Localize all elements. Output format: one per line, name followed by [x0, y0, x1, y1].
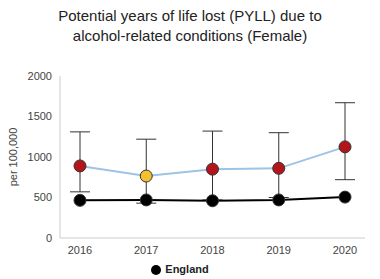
- svg-text:2018: 2018: [200, 244, 224, 256]
- svg-text:1000: 1000: [28, 151, 52, 163]
- svg-text:2016: 2016: [68, 244, 92, 256]
- svg-text:2020: 2020: [333, 244, 357, 256]
- svg-text:per 100,000: per 100,000: [8, 128, 19, 187]
- svg-text:2000: 2000: [28, 70, 52, 82]
- svg-text:2017: 2017: [134, 244, 158, 256]
- html-text:Potential years of life lost (: Potential years of life lost (PYLL) due …: [58, 7, 322, 44]
- svg-text:0: 0: [46, 232, 52, 244]
- svg-text:1500: 1500: [28, 110, 52, 122]
- svg-text:2019: 2019: [267, 244, 291, 256]
- svg-text:500: 500: [34, 191, 52, 203]
- html-text:England: England: [165, 263, 209, 275]
